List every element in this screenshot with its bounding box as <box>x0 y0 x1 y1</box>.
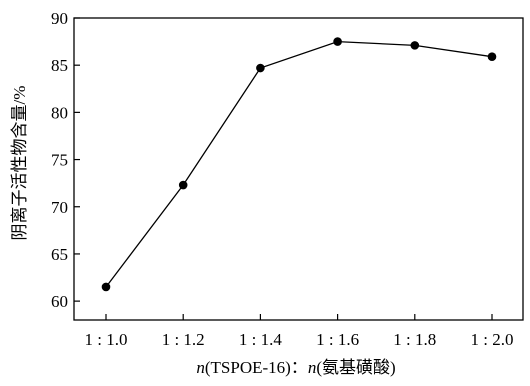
x-axis-ticks: 1 : 1.0 1 : 1.2 1 : 1.4 1 : 1.6 1 : 1.8 1 : 2… <box>85 314 514 349</box>
x-title-n1: n <box>196 358 205 377</box>
data-point <box>333 37 342 46</box>
x-title-n2: n <box>308 358 317 377</box>
x-title-mid: (TSPOE-16)： <box>205 358 308 377</box>
data-point <box>256 63 265 73</box>
x-tick-label: 1 : 1.2 <box>162 330 205 349</box>
series-layer <box>101 37 497 292</box>
data-point <box>101 282 111 292</box>
x-axis-title: n(TSPOE-16)：n(氨基磺酸) <box>196 358 395 377</box>
x-tick-label: 1 : 1.8 <box>393 330 436 349</box>
y-tick-label: 70 <box>51 198 68 217</box>
y-tick-label: 60 <box>51 292 68 311</box>
y-tick-label: 75 <box>51 151 68 170</box>
x-tick-label: 1 : 2.0 <box>471 330 514 349</box>
y-tick-label: 80 <box>51 103 68 122</box>
data-point <box>178 180 188 190</box>
y-axis-title: 阴离子活性物含量/% <box>10 86 29 241</box>
y-axis-ticks: 60 65 70 75 80 85 90 <box>51 9 80 311</box>
x-tick-label: 1 : 1.4 <box>239 330 282 349</box>
y-tick-label: 65 <box>51 245 68 264</box>
y-tick-label: 85 <box>51 56 68 75</box>
plot-frame <box>73 17 524 321</box>
x-title-end: (氨基磺酸) <box>316 358 395 377</box>
x-tick-label: 1 : 1.6 <box>316 330 359 349</box>
series-line <box>105 40 493 288</box>
y-tick-label: 90 <box>51 9 68 28</box>
x-tick-label: 1 : 1.0 <box>85 330 128 349</box>
data-point <box>410 41 420 50</box>
data-point <box>487 52 497 61</box>
plot-border <box>73 17 524 321</box>
